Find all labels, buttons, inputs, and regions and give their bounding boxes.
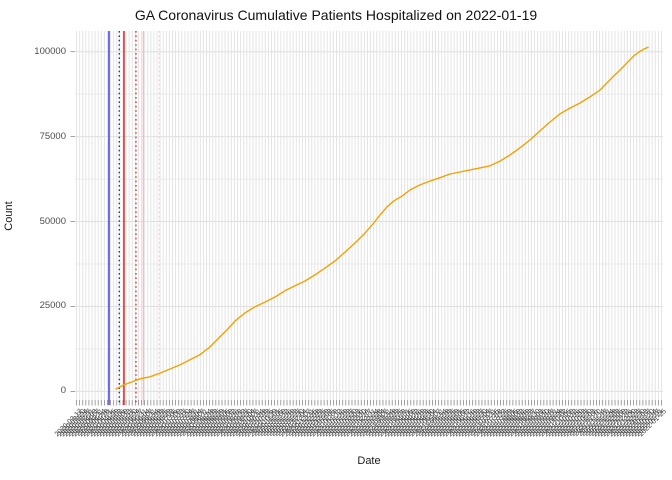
y-tick-label: 50000 bbox=[39, 215, 66, 227]
y-tick-label: 25000 bbox=[39, 300, 66, 312]
y-tick-label: 75000 bbox=[39, 130, 66, 142]
chart-title: GA Coronavirus Cumulative Patients Hospi… bbox=[134, 7, 538, 23]
y-tick-label: 0 bbox=[60, 385, 66, 397]
x-axis-title: Date bbox=[357, 455, 381, 467]
y-tick-label: 100000 bbox=[34, 45, 66, 57]
series-line-cumulative-hospitalized bbox=[115, 46, 649, 390]
